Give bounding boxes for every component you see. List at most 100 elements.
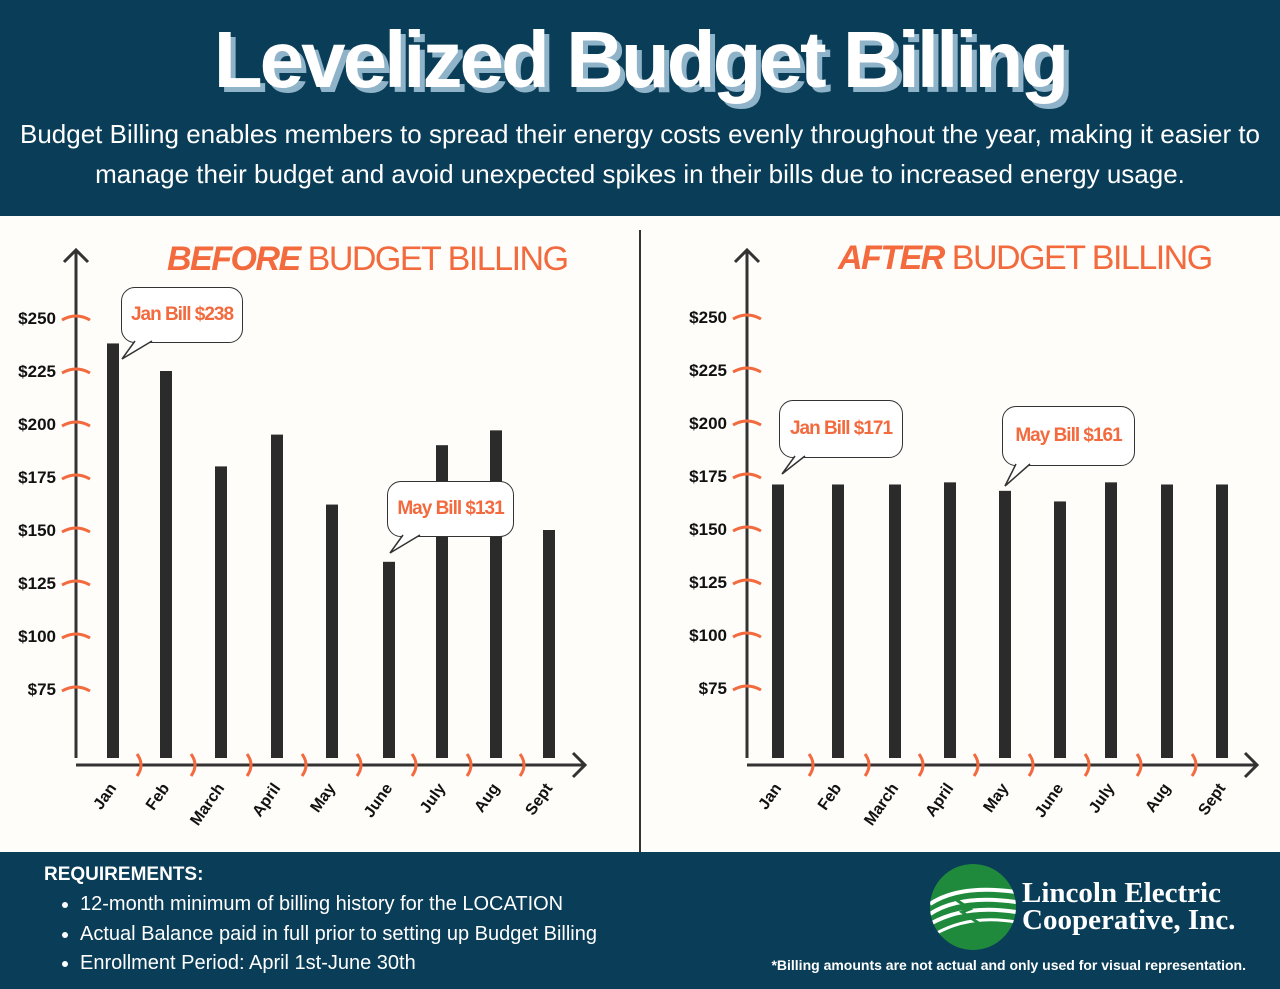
- before-y-tick-label: $100: [18, 627, 56, 646]
- after-y-tick: [732, 684, 762, 692]
- before-x-tick-label: April: [249, 781, 284, 821]
- after-x-tick-label: Sept: [1195, 780, 1229, 819]
- after-x-tick: [1190, 753, 1198, 777]
- after-x-tick-label: March: [861, 781, 902, 829]
- brand-line2: Cooperative, Inc.: [1022, 904, 1236, 936]
- before-x-tick: [245, 753, 253, 777]
- after-bar-march: [889, 484, 901, 758]
- after-bar-june: [1054, 501, 1066, 758]
- cooperative-logo-icon: [930, 864, 1016, 950]
- after-y-tick-label: $225: [689, 361, 727, 380]
- before-x-tick: [189, 753, 197, 777]
- before-y-tick-label: $200: [18, 415, 56, 434]
- after-bar-july: [1105, 482, 1117, 758]
- after-x-tick: [863, 753, 871, 777]
- before-y-tick: [61, 314, 91, 322]
- after-y-tick-label: $250: [689, 308, 727, 327]
- after-y-tick: [732, 472, 762, 480]
- after-x-tick: [972, 753, 980, 777]
- before-bar-april: [271, 434, 283, 758]
- before-x-tick: [410, 753, 418, 777]
- after-y-tick: [732, 419, 762, 427]
- before-x-tick-label: May: [307, 780, 339, 815]
- after-bar-aug: [1161, 484, 1173, 758]
- brand-name: Lincoln Electric Cooperative, Inc.: [1022, 877, 1236, 936]
- after-bar-sept: [1216, 484, 1228, 758]
- before-bar-feb: [160, 371, 172, 758]
- before-bar-jan: [107, 343, 119, 758]
- before-y-tick: [61, 420, 91, 428]
- after-bar-jan: [772, 484, 784, 758]
- after-y-tick: [732, 366, 762, 374]
- before-bar-march: [215, 466, 227, 758]
- before-y-tick-label: $150: [18, 521, 56, 540]
- page-title: Levelized Budget Billing: [213, 15, 1070, 104]
- after-y-tick: [732, 578, 762, 586]
- after-y-tick-label: $125: [689, 573, 727, 592]
- before-bar-june: [383, 561, 395, 758]
- before-y-tick-label: $75: [28, 680, 56, 699]
- requirement-item: 12-month minimum of billing history for …: [80, 890, 597, 920]
- after-x-tick-label: July: [1086, 780, 1118, 816]
- before-x-tick-label: Feb: [143, 780, 173, 813]
- after-chart-title: AFTER BUDGET BILLING: [838, 239, 1213, 278]
- bar-charts: $250 $225 $200 $175 $150 $125 $100 $75 Jan Feb Mar…: [18, 247, 1260, 829]
- before-y-tick-label: $225: [18, 362, 56, 381]
- callout-after-jan: Jan Bill $171: [779, 400, 903, 458]
- after-y-tick-label: $100: [689, 626, 727, 645]
- before-bar-may: [326, 504, 338, 758]
- before-y-tick-label: $175: [18, 468, 56, 487]
- before-y-tick-label: $125: [18, 574, 56, 593]
- after-x-tick-label: April: [922, 781, 957, 821]
- disclaimer: *Billing amounts are not actual and only…: [771, 957, 1246, 973]
- after-y-tick: [732, 525, 762, 533]
- before-x-tick-label: Aug: [472, 781, 504, 816]
- before-x-tick-label: Jan: [91, 781, 121, 813]
- before-y-tick: [61, 367, 91, 375]
- after-y-tick-label: $150: [689, 520, 727, 539]
- after-x-tick: [1135, 753, 1143, 777]
- footer: REQUIREMENTS: 12-month minimum of billin…: [0, 852, 1280, 989]
- before-bar-aug: [490, 430, 502, 758]
- before-x-tick: [135, 753, 143, 777]
- after-x-tick-label: Feb: [815, 780, 845, 813]
- before-y-tick: [61, 579, 91, 587]
- before-y-tick-label: $250: [18, 309, 56, 328]
- before-x-tick: [300, 753, 308, 777]
- requirement-item: Enrollment Period: April 1st-June 30th: [80, 949, 597, 979]
- before-y-tick: [61, 685, 91, 693]
- after-title-rest: BUDGET BILLING: [951, 239, 1213, 277]
- after-bar-feb: [832, 484, 844, 758]
- after-y-tick-label: $175: [689, 467, 727, 486]
- after-y-arrow-icon: [733, 247, 761, 264]
- before-x-tick: [518, 753, 526, 777]
- after-x-tick-label: May: [980, 780, 1012, 815]
- before-x-tick-label: June: [361, 780, 396, 820]
- before-x-tick-label: July: [417, 780, 449, 816]
- before-y-tick: [61, 632, 91, 640]
- before-x-tick: [465, 753, 473, 777]
- after-bar-may: [999, 490, 1011, 758]
- before-title-rest: BUDGET BILLING: [307, 240, 569, 278]
- before-emphasis: BEFORE: [167, 240, 301, 278]
- after-x-tick-label: Jan: [756, 781, 786, 813]
- chart-divider: [639, 230, 641, 852]
- after-bar-april: [944, 482, 956, 758]
- after-y-tick: [732, 313, 762, 321]
- before-y-arrow-icon: [62, 247, 90, 264]
- callout-before-may: May Bill $131: [387, 481, 514, 537]
- page-subtitle: Budget Billing enables members to spread…: [19, 119, 1261, 189]
- callout-after-may: May Bill $161: [1002, 406, 1135, 466]
- requirements-list: 12-month minimum of billing history for …: [80, 890, 597, 979]
- after-x-tick: [1083, 753, 1091, 777]
- callout-before-jan: Jan Bill $238: [121, 287, 243, 343]
- after-x-tick: [1027, 753, 1035, 777]
- before-bar-sept: [543, 530, 555, 758]
- before-x-tick-label: Sept: [522, 780, 556, 819]
- after-emphasis: AFTER: [838, 239, 945, 277]
- after-x-tick: [807, 753, 815, 777]
- brand-line1: Lincoln Electric: [1022, 877, 1221, 909]
- before-x-arrow-icon: [571, 751, 588, 779]
- after-x-tick-label: June: [1032, 780, 1067, 820]
- requirement-item: Actual Balance paid in full prior to set…: [80, 920, 597, 950]
